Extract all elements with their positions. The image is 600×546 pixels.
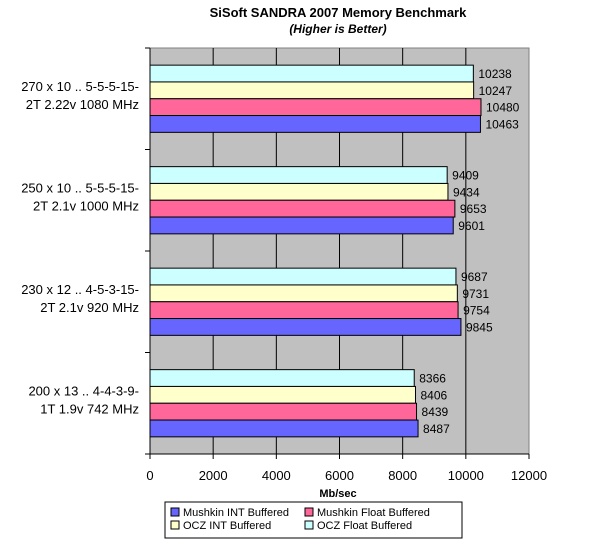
- data-label: 9845: [466, 320, 493, 334]
- legend-label: Mushkin INT Buffered: [183, 507, 289, 519]
- bar: [149, 284, 458, 303]
- x-tick-label: 2000: [199, 468, 228, 483]
- bar: [149, 267, 457, 286]
- data-label: 8439: [422, 405, 449, 419]
- category-label: 250 x 10 .. 5-5-5-15-: [21, 180, 139, 195]
- bar: [149, 402, 418, 421]
- legend-swatch: [304, 520, 314, 530]
- bar: [149, 182, 449, 201]
- bar: [149, 318, 462, 336]
- chart-title: SiSoft SANDRA 2007 Memory Benchmark: [210, 5, 467, 20]
- data-label: 9434: [453, 185, 480, 199]
- x-tick-label: 8000: [388, 468, 417, 483]
- data-label: 8366: [419, 372, 446, 386]
- x-tick-label: 10000: [448, 468, 484, 483]
- category-label: 200 x 13 .. 4-4-3-9-: [28, 383, 139, 398]
- bar: [149, 81, 475, 100]
- legend-swatch: [170, 520, 180, 530]
- bars-group: 10238 10247 10480 10463 9409 9434 9653 9601 9687…: [149, 64, 520, 438]
- category-label: 2T 2.1v 920 MHz: [40, 300, 139, 315]
- category-label: 2T 2.1v 1000 MHz: [33, 198, 139, 213]
- data-label: 10480: [486, 101, 520, 115]
- data-label: 9754: [463, 304, 490, 318]
- category-label: 230 x 12 .. 4-5-3-15-: [21, 282, 139, 297]
- data-label: 10463: [485, 117, 519, 131]
- legend-label: Mushkin Float Buffered: [317, 507, 430, 519]
- category-label: 1T 1.9v 742 MHz: [40, 401, 139, 416]
- bar: [149, 115, 481, 133]
- x-tick-label: 4000: [262, 468, 291, 483]
- x-tick-label: 0: [146, 468, 153, 483]
- bar: [149, 98, 482, 117]
- bar: [149, 419, 419, 438]
- category-label: 270 x 10 .. 5-5-5-15-: [21, 79, 139, 94]
- data-label: 8406: [420, 388, 447, 402]
- bar: [149, 166, 448, 184]
- data-label: 9601: [458, 219, 485, 233]
- bar: [149, 199, 456, 218]
- data-label: 9409: [452, 169, 479, 183]
- data-label: 9653: [460, 202, 487, 216]
- bar: [149, 64, 474, 83]
- x-axis-label: Mb/sec: [319, 488, 356, 500]
- x-axis: 0 2000 4000 6000 8000 10000 12000: [146, 48, 547, 483]
- legend-label: OCZ INT Buffered: [183, 520, 271, 532]
- data-label: 9687: [461, 270, 488, 284]
- legend-swatch: [304, 507, 314, 517]
- data-label: 10247: [479, 84, 513, 98]
- legend: Mushkin INT Buffered Mushkin Float Buffer…: [164, 501, 463, 539]
- category-labels: 270 x 10 .. 5-5-5-15- 2T 2.22v 1080 MHz 25…: [21, 47, 150, 455]
- x-tick-label: 12000: [511, 468, 547, 483]
- category-label: 2T 2.22v 1080 MHz: [26, 97, 139, 112]
- data-label: 9731: [462, 287, 489, 301]
- bar: [149, 369, 415, 387]
- bar: [149, 385, 416, 404]
- bar: [149, 216, 454, 235]
- bar: [149, 301, 459, 320]
- data-label: 8487: [423, 422, 450, 436]
- chart-subtitle: (Higher is Better): [289, 22, 386, 36]
- x-tick-label: 6000: [325, 468, 354, 483]
- data-label: 10238: [478, 67, 512, 81]
- legend-label: OCZ Float Buffered: [317, 520, 412, 532]
- legend-swatch: [170, 507, 180, 517]
